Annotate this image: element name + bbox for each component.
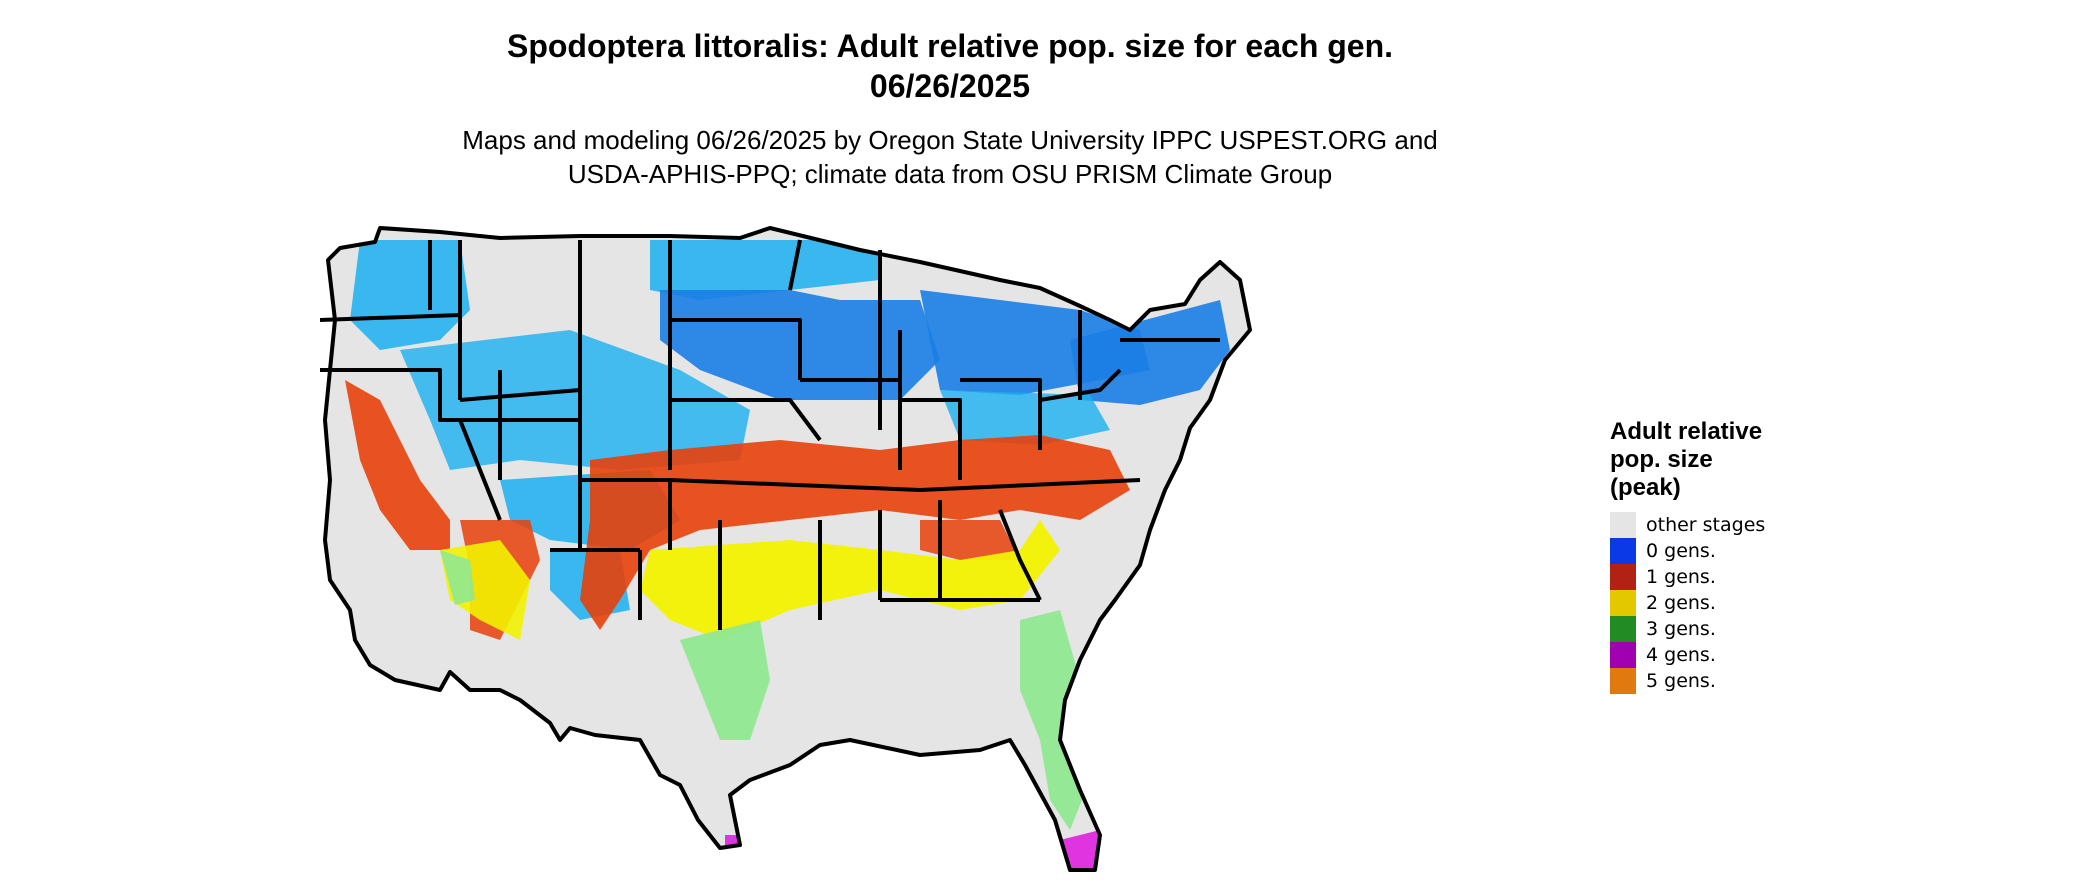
legend-swatch [1610, 668, 1636, 694]
chart-title: Spodoptera littoralis: Adult relative po… [506, 28, 1394, 64]
legend-title-line-3: (peak) [1610, 474, 1681, 501]
legend-swatch [1610, 564, 1636, 590]
state-borders [320, 226, 1252, 872]
zone-green-texas [680, 620, 770, 740]
legend-title-line-1: Adult relative [1610, 418, 1763, 445]
legend-title: Adult relative pop. size (peak) [1610, 418, 1830, 502]
legend-item: 1 gens. [1610, 564, 1830, 590]
legend-swatch [1610, 512, 1636, 538]
zone-red-georgia [920, 520, 1020, 560]
legend-title-line-2: pop. size [1610, 446, 1713, 473]
legend: Adult relative pop. size (peak) other st… [1610, 418, 1830, 694]
legend-item: 4 gens. [1610, 642, 1830, 668]
legend-swatch [1610, 642, 1636, 668]
legend-item: 5 gens. [1610, 668, 1830, 694]
zone-light-blue-plains-north [650, 240, 880, 300]
legend-label: 3 gens. [1646, 618, 1716, 640]
zone-red-california [345, 380, 450, 550]
legend-swatch [1610, 590, 1636, 616]
legend-label: 2 gens. [1646, 592, 1716, 614]
us-map [320, 226, 1252, 872]
legend-label: other stages [1646, 514, 1766, 536]
zone-blue-ohio [940, 390, 1110, 445]
legend-item: 0 gens. [1610, 538, 1830, 564]
legend-swatch [1610, 616, 1636, 642]
legend-label: 5 gens. [1646, 670, 1716, 692]
legend-label: 1 gens. [1646, 566, 1716, 588]
legend-swatch [1610, 538, 1636, 564]
subtitle-line-1: Maps and modeling 06/26/2025 by Oregon S… [462, 125, 1438, 155]
legend-item: 3 gens. [1610, 616, 1830, 642]
legend-label: 4 gens. [1646, 644, 1716, 666]
legend-item: other stages [1610, 512, 1830, 538]
zone-yellow-gulf [640, 520, 1060, 640]
zone-light-blue-northwest [350, 240, 470, 350]
subtitle-line-2: USDA-APHIS-PPQ; climate data from OSU PR… [567, 159, 1333, 189]
legend-item: 2 gens. [1610, 590, 1830, 616]
zone-green-california [440, 550, 475, 605]
legend-items: other stages 0 gens. 1 gens. 2 gens. 3 gens.… [1610, 512, 1830, 694]
chart-date: 06/26/2025 [869, 68, 1031, 104]
zone-light-blue-rockies [400, 330, 750, 470]
legend-label: 0 gens. [1646, 540, 1716, 562]
